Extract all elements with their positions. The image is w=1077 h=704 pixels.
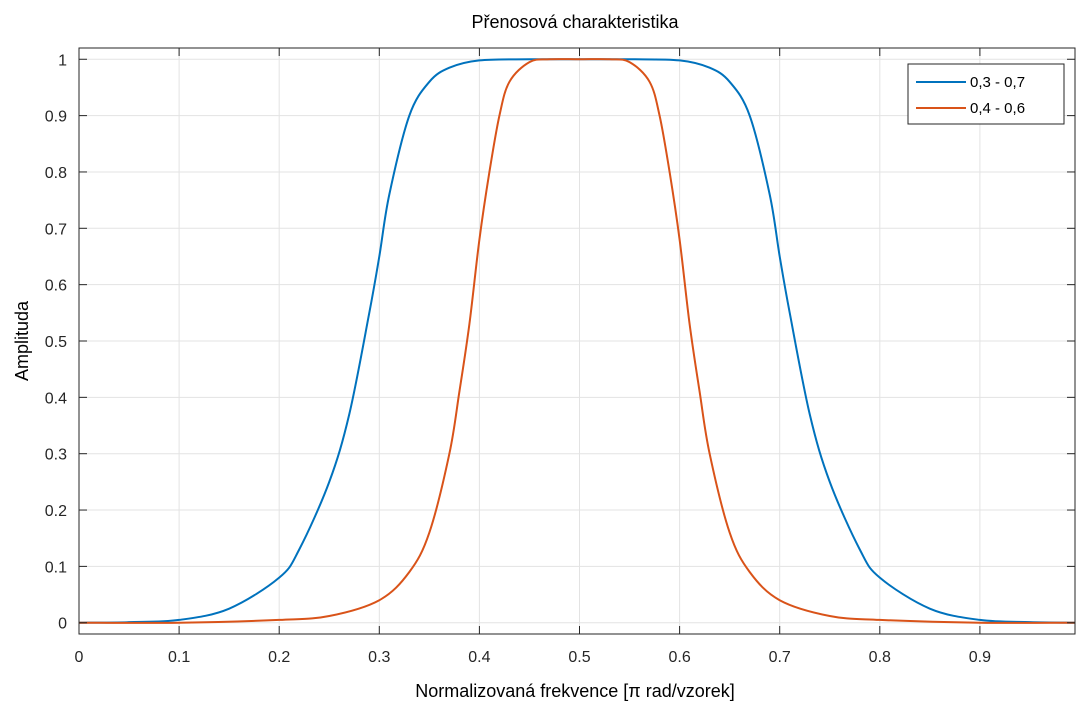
y-tick-label: 0 (58, 616, 67, 633)
x-tick-label: 0.1 (168, 649, 190, 666)
y-tick-label: 0.8 (45, 165, 67, 182)
y-tick-label: 0.2 (45, 503, 67, 520)
y-tick-label: 0.1 (45, 559, 67, 576)
y-tick-label: 0.6 (45, 278, 67, 295)
x-tick-label: 0.6 (668, 649, 690, 666)
series-line-2 (78, 58, 1076, 624)
legend: 0,3 - 0,7 0,4 - 0,6 (907, 63, 1065, 125)
x-tick-label: 0.5 (568, 649, 590, 666)
y-tick-label: 0.3 (45, 447, 67, 464)
legend-box (907, 63, 1065, 125)
y-tick-label: 0.4 (45, 390, 67, 407)
x-tick-label: 0.3 (368, 649, 390, 666)
x-axis-label: Normalizovaná frekvence [π rad/vzorek] (415, 681, 735, 701)
x-tick-label: 0.8 (869, 649, 891, 666)
x-tick-label: 0 (75, 649, 84, 666)
x-tick-label: 0.9 (969, 649, 991, 666)
x-tick-label: 0.2 (268, 649, 290, 666)
series-group (78, 58, 1076, 624)
y-axis-label: Amplituda (12, 300, 32, 381)
x-tick-label: 0.7 (769, 649, 791, 666)
legend-label-1: 0,3 - 0,7 (970, 74, 1025, 91)
legend-label-2: 0,4 - 0,6 (970, 100, 1025, 117)
chart-title: Přenosová charakteristika (471, 12, 679, 32)
y-tick-label: 0.7 (45, 221, 67, 238)
ticks: 0 0.1 0.2 0.3 0.4 0.5 0.6 0.7 0.8 0.9 0 0.1 0.2 0.3 0.… (45, 48, 1075, 666)
y-tick-label: 0.5 (45, 334, 67, 351)
y-tick-label: 1 (58, 52, 67, 69)
x-tick-label: 0.4 (468, 649, 490, 666)
y-tick-label: 0.9 (45, 109, 67, 126)
